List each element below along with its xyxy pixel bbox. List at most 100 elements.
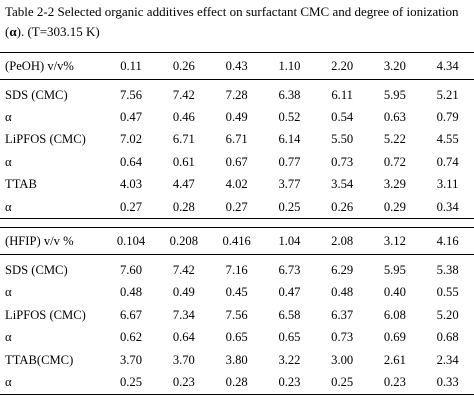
peoh-header-value: 2.20 [315, 52, 369, 80]
table-row: α 0.27 0.28 0.27 0.25 0.26 0.29 0.34 [0, 195, 474, 220]
table-cell: 0.69 [383, 330, 406, 345]
table-cell: 0.25 [263, 195, 316, 220]
section-separator-row [0, 219, 474, 228]
hfip-header-value: 1.04 [263, 227, 316, 256]
row-label: LiPFOS (CMC) [5, 307, 86, 322]
table-cell: 0.64 [172, 330, 195, 345]
table-cell: 0.64 [119, 154, 143, 169]
table-cell: 3.54 [331, 177, 354, 192]
table-cell: 0.28 [210, 371, 264, 395]
table-cell: 0.52 [278, 110, 301, 125]
table-cell: 4.47 [172, 177, 195, 192]
peoh-header-value: 0.26 [157, 52, 211, 80]
section-separator-cell [0, 219, 474, 228]
table-cell: 0.46 [172, 110, 195, 125]
table-cell: 0.27 [210, 195, 264, 220]
table-cell: 6.71 [225, 132, 248, 147]
table-row: SDS (CMC) 7.56 7.42 7.28 6.38 6.11 5.95 5.21 [0, 84, 474, 106]
row-label: TTAB [5, 177, 37, 192]
row-label: α [5, 154, 12, 169]
table-cell: 3.70 [119, 352, 143, 367]
hfip-header-value: 0.104 [104, 227, 158, 256]
row-label: LiPFOS (CMC) [5, 132, 86, 147]
table-cell: 0.67 [225, 154, 248, 169]
peoh-header-row: (PeOH) v/v% 0.11 0.26 0.43 1.10 2.20 3.20 4.34 [0, 52, 474, 80]
table-row: α 0.25 0.23 0.28 0.23 0.25 0.23 0.33 [0, 371, 474, 395]
table-cell: 0.79 [436, 110, 459, 125]
peoh-header-value: 1.10 [263, 52, 316, 80]
table-cell: 5.20 [436, 307, 459, 322]
table-cell: 6.29 [331, 263, 354, 278]
table-cell: 7.02 [119, 132, 143, 147]
table-cell: 0.23 [157, 371, 211, 395]
table-cell: 7.60 [119, 263, 143, 278]
table-cell: 0.25 [104, 371, 158, 395]
section-peoh: (PeOH) v/v% 0.11 0.26 0.43 1.10 2.20 3.20 4.34… [0, 52, 474, 220]
table-cell: 0.63 [383, 110, 406, 125]
table-cell: 0.29 [368, 195, 422, 220]
table-cell: 6.67 [119, 307, 143, 322]
table-cell: 6.14 [278, 132, 301, 147]
table-cell: 2.61 [383, 352, 406, 367]
table-cell: 0.62 [119, 330, 143, 345]
table-cell: 0.68 [436, 330, 459, 345]
table-cell: 7.42 [172, 263, 195, 278]
peoh-header-value: 3.20 [368, 52, 422, 80]
table-cell: 0.33 [421, 371, 474, 395]
data-table: (PeOH) v/v% 0.11 0.26 0.43 1.10 2.20 3.20 4.34… [0, 52, 474, 395]
table-row: TTAB 4.03 4.47 4.02 3.77 3.54 3.29 3.11 [0, 174, 474, 196]
table-cell: 5.95 [383, 263, 406, 278]
hfip-header-label: (HFIP) v/v % [0, 227, 105, 256]
row-label: TTAB(CMC) [5, 352, 74, 367]
table-cell: 7.28 [225, 87, 248, 102]
hfip-header-value: 3.12 [368, 227, 422, 256]
table-cell: 0.27 [104, 195, 158, 220]
table-cell: 5.50 [331, 132, 354, 147]
table-cell: 0.61 [172, 154, 195, 169]
row-label: SDS (CMC) [5, 263, 68, 278]
row-label: α [0, 371, 105, 395]
row-label: SDS (CMC) [5, 87, 68, 102]
table-cell: 3.29 [383, 177, 406, 192]
table-row: α 0.47 0.46 0.49 0.52 0.54 0.63 0.79 [0, 106, 474, 128]
table-cell: 3.77 [278, 177, 301, 192]
table-caption: Table 2-2 Selected organic additives eff… [5, 2, 471, 42]
table-cell: 5.21 [436, 87, 459, 102]
row-label: α [0, 195, 105, 220]
table-cell: 4.03 [119, 177, 143, 192]
caption-line-1: Table 2-2 Selected organic additives eff… [5, 4, 459, 19]
caption-temperature: ). (T=303.15 K) [16, 24, 100, 39]
table-row: α 0.62 0.64 0.65 0.65 0.73 0.69 0.68 [0, 327, 474, 349]
table-cell: 0.28 [157, 195, 211, 220]
table-cell: 7.16 [225, 263, 248, 278]
table-cell: 7.34 [172, 307, 195, 322]
hfip-header-row: (HFIP) v/v % 0.104 0.208 0.416 1.04 2.08 3.12… [0, 227, 474, 256]
row-label: α [5, 330, 12, 345]
peoh-header-value: 4.34 [421, 52, 474, 80]
row-label: α [5, 110, 12, 125]
table-row: α 0.48 0.49 0.45 0.47 0.48 0.40 0.55 [0, 282, 474, 304]
table-cell: 5.38 [436, 263, 459, 278]
table-cell: 0.77 [278, 154, 301, 169]
table-cell: 6.71 [172, 132, 195, 147]
caption-line-2: (α). (T=303.15 K) [5, 22, 471, 42]
section-hfip: (HFIP) v/v % 0.104 0.208 0.416 1.04 2.08 3.12… [0, 219, 474, 395]
table-cell: 3.11 [436, 177, 459, 192]
row-label: α [5, 285, 12, 300]
table-cell: 3.22 [278, 352, 301, 367]
table-cell: 2.34 [436, 352, 459, 367]
table-cell: 0.72 [383, 154, 406, 169]
table-cell: 3.70 [172, 352, 195, 367]
table-cell: 0.65 [278, 330, 301, 345]
table-cell: 0.49 [225, 110, 248, 125]
peoh-header-value: 0.43 [210, 52, 264, 80]
caption-alpha-symbol: α [9, 24, 17, 39]
table-cell: 0.73 [331, 154, 354, 169]
table-cell: 6.11 [331, 87, 353, 102]
table-row: LiPFOS (CMC) 6.67 7.34 7.56 6.58 6.37 6.08 5.20 [0, 304, 474, 326]
table-cell: 0.65 [225, 330, 248, 345]
table-cell: 0.23 [263, 371, 316, 395]
table-cell: 0.34 [421, 195, 474, 220]
table-cell: 0.25 [315, 371, 369, 395]
